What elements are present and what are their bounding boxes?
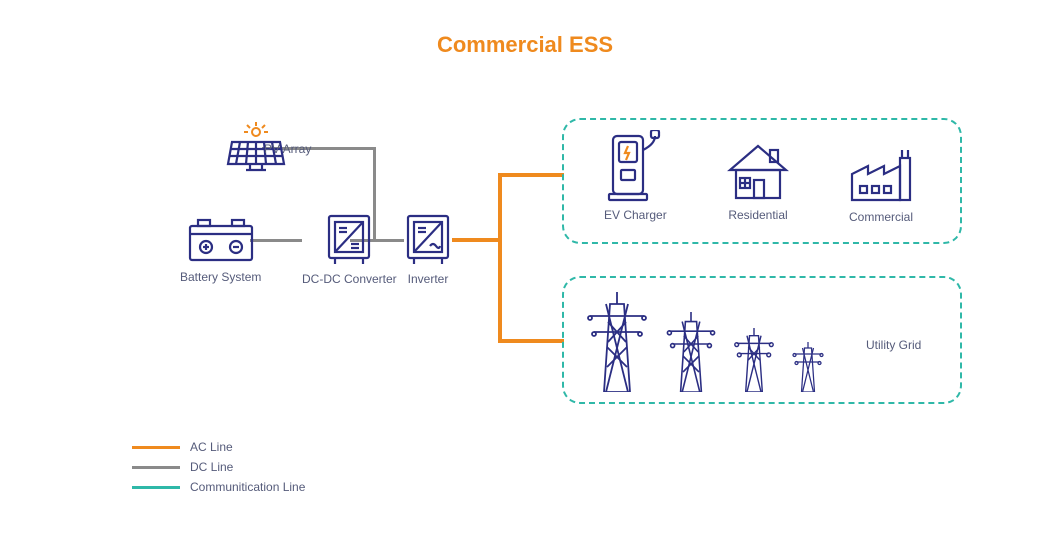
tower-icon — [734, 328, 774, 392]
inverter-node: Inverter — [404, 214, 452, 286]
dcdc-label: DC-DC Converter — [302, 272, 397, 286]
commercial-icon — [848, 148, 914, 204]
ac-line-vsplit — [498, 173, 502, 343]
legend-row-ac: AC Line — [132, 440, 305, 454]
ev-charger-icon — [604, 130, 667, 202]
legend-swatch-ac — [132, 446, 180, 449]
legend-swatch-dc — [132, 466, 180, 469]
ac-line-to-grid — [498, 339, 564, 343]
utility-grid-label: Utility Grid — [866, 338, 921, 352]
legend-label-dc: DC Line — [190, 460, 233, 474]
pv-array-node: PV Array — [200, 122, 311, 156]
ac-line-inv-out — [452, 238, 502, 242]
battery-node: Battery System — [180, 216, 261, 284]
utility-grid-node: Utility Grid — [578, 292, 958, 392]
dcdc-node: DC-DC Converter — [302, 214, 397, 286]
ev-charger-label: EV Charger — [604, 208, 667, 222]
tower-icon — [792, 342, 824, 392]
residential-label: Residential — [726, 208, 790, 222]
diagram-title: Commercial ESS — [437, 32, 613, 58]
legend-row-comm: Communitication Line — [132, 480, 305, 494]
legend-swatch-comm — [132, 486, 180, 489]
residential-node: Residential — [726, 142, 790, 222]
ev-charger-node: EV Charger — [604, 130, 667, 222]
battery-label: Battery System — [180, 270, 261, 284]
commercial-label: Commercial — [848, 210, 914, 224]
tower-icon — [586, 292, 648, 392]
commercial-node: Commercial — [848, 148, 914, 224]
dcdc-converter-icon — [302, 214, 397, 266]
ac-line-to-loads — [498, 173, 564, 177]
legend-label-ac: AC Line — [190, 440, 233, 454]
legend-label-comm: Communitication Line — [190, 480, 305, 494]
residential-icon — [726, 142, 790, 202]
inverter-label: Inverter — [404, 272, 452, 286]
pv-array-label: PV Array — [264, 142, 311, 156]
legend: AC Line DC Line Communitication Line — [132, 440, 305, 500]
battery-icon — [180, 216, 261, 264]
legend-row-dc: DC Line — [132, 460, 305, 474]
tower-icon — [666, 312, 716, 392]
inverter-icon — [404, 214, 452, 266]
